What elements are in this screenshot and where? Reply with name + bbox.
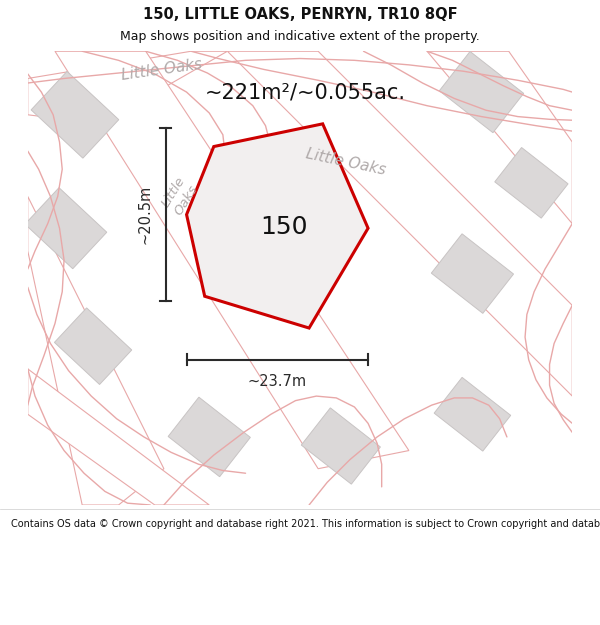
Polygon shape [427, 51, 572, 224]
Text: ~23.7m: ~23.7m [248, 374, 307, 389]
Polygon shape [495, 148, 568, 218]
Polygon shape [227, 51, 572, 396]
Text: Map shows position and indicative extent of the property.: Map shows position and indicative extent… [120, 31, 480, 43]
Text: ~20.5m: ~20.5m [138, 185, 153, 244]
Polygon shape [28, 196, 164, 505]
Text: Little Oaks: Little Oaks [304, 146, 387, 177]
Polygon shape [28, 369, 209, 505]
Polygon shape [187, 124, 368, 328]
Polygon shape [28, 51, 227, 124]
Text: Contains OS data © Crown copyright and database right 2021. This information is : Contains OS data © Crown copyright and d… [11, 519, 600, 529]
Polygon shape [434, 378, 511, 451]
Text: Little
Oaks: Little Oaks [160, 175, 201, 218]
Text: 150: 150 [260, 216, 308, 239]
Text: 150, LITTLE OAKS, PENRYN, TR10 8QF: 150, LITTLE OAKS, PENRYN, TR10 8QF [143, 7, 457, 22]
Polygon shape [55, 308, 132, 384]
Polygon shape [31, 71, 119, 158]
Text: Little Oaks: Little Oaks [121, 56, 203, 82]
Text: ~221m²/~0.055ac.: ~221m²/~0.055ac. [205, 82, 406, 102]
Polygon shape [301, 408, 380, 484]
Polygon shape [168, 397, 250, 477]
Polygon shape [55, 51, 409, 469]
Polygon shape [439, 51, 524, 132]
Polygon shape [431, 234, 514, 313]
Polygon shape [25, 188, 107, 269]
